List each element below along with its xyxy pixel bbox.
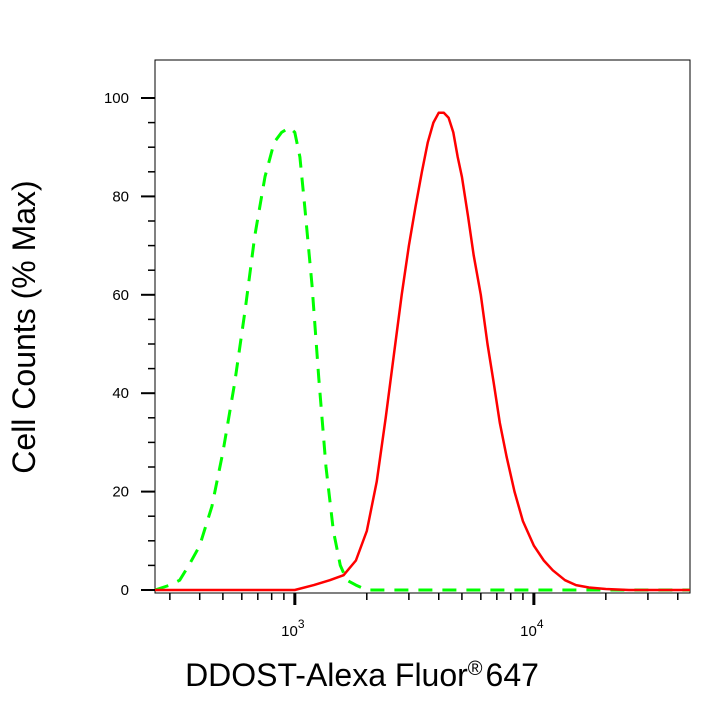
y-axis-title: Cell Counts (% Max) (6, 180, 42, 473)
x-axis-title-registered-mark: ® (468, 658, 483, 680)
control-histogram-line (154, 126, 690, 592)
x-axis-title-main: DDOST-Alexa Fluor (185, 657, 468, 693)
x-tick-exponent: 3 (298, 617, 305, 631)
x-axis-title-number: 647 (486, 657, 539, 693)
y-axis: 0 20 40 60 80 100 (104, 90, 155, 599)
y-tick-label: 80 (112, 188, 129, 205)
x-tick-base: 10 (520, 623, 537, 640)
y-tick-label: 40 (112, 385, 129, 402)
y-tick-label: 60 (112, 287, 129, 304)
plot-area (154, 111, 690, 592)
y-tick-label: 20 (112, 484, 129, 501)
x-axis: 103104105 (169, 593, 679, 640)
plot-frame (154, 59, 691, 594)
x-tick-label: 104 (520, 617, 544, 640)
y-tick-label: 100 (104, 90, 129, 107)
sample-histogram-line (155, 111, 690, 592)
x-tick-exponent: 4 (537, 617, 544, 631)
x-axis-title: DDOST-Alexa Fluor®647 (185, 657, 539, 693)
y-tick-label: 0 (121, 582, 129, 599)
x-tick-label: 103 (281, 617, 305, 640)
x-tick-base: 10 (281, 623, 298, 640)
